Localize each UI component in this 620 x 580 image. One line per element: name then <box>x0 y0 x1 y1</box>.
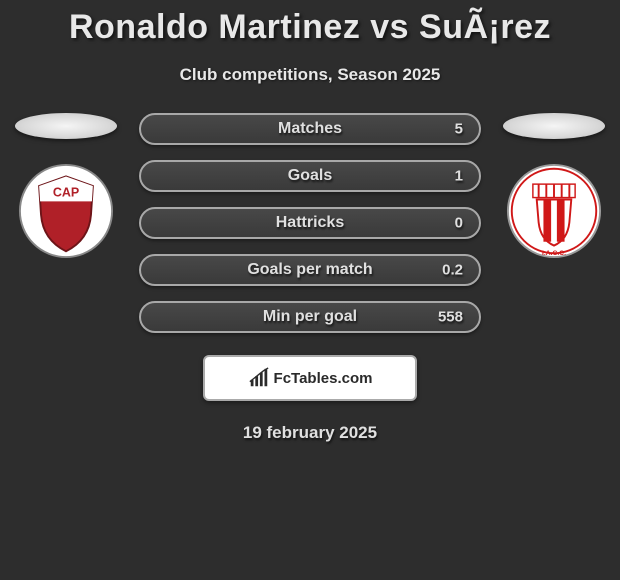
stat-value: 5 <box>455 121 463 138</box>
stat-row: Matches 5 <box>139 113 481 145</box>
svg-text:CAP: CAP <box>53 186 79 200</box>
stat-value: 558 <box>438 309 463 326</box>
player-left-placeholder <box>15 113 117 139</box>
chart-icon <box>248 367 270 389</box>
stat-value: 0.2 <box>442 262 463 279</box>
stat-value: 1 <box>455 168 463 185</box>
stat-row: Min per goal 558 <box>139 301 481 333</box>
player-right-placeholder <box>503 113 605 139</box>
attribution-box: FcTables.com <box>203 355 417 401</box>
stat-row: Goals per match 0.2 <box>139 254 481 286</box>
stat-label: Min per goal <box>263 308 357 326</box>
stat-label: Hattricks <box>276 214 344 232</box>
stat-label: Matches <box>278 120 342 138</box>
stat-row: Hattricks 0 <box>139 207 481 239</box>
stats-list: Matches 5 Goals 1 Hattricks 0 Goals per … <box>139 113 481 333</box>
subtitle: Club competitions, Season 2025 <box>0 65 620 85</box>
stat-label: Goals <box>288 167 332 185</box>
stat-row: Goals 1 <box>139 160 481 192</box>
stat-label: Goals per match <box>247 261 372 279</box>
date: 19 february 2025 <box>0 423 620 443</box>
svg-text:I.A.C.C.: I.A.C.C. <box>542 250 566 257</box>
club-badge-left: CAP <box>18 163 114 259</box>
stat-value: 0 <box>455 215 463 232</box>
attribution-text: FcTables.com <box>274 370 373 387</box>
club-badge-right: I.A.C.C. <box>506 163 602 259</box>
page-title: Ronaldo Martinez vs SuÃ¡rez <box>0 8 620 47</box>
